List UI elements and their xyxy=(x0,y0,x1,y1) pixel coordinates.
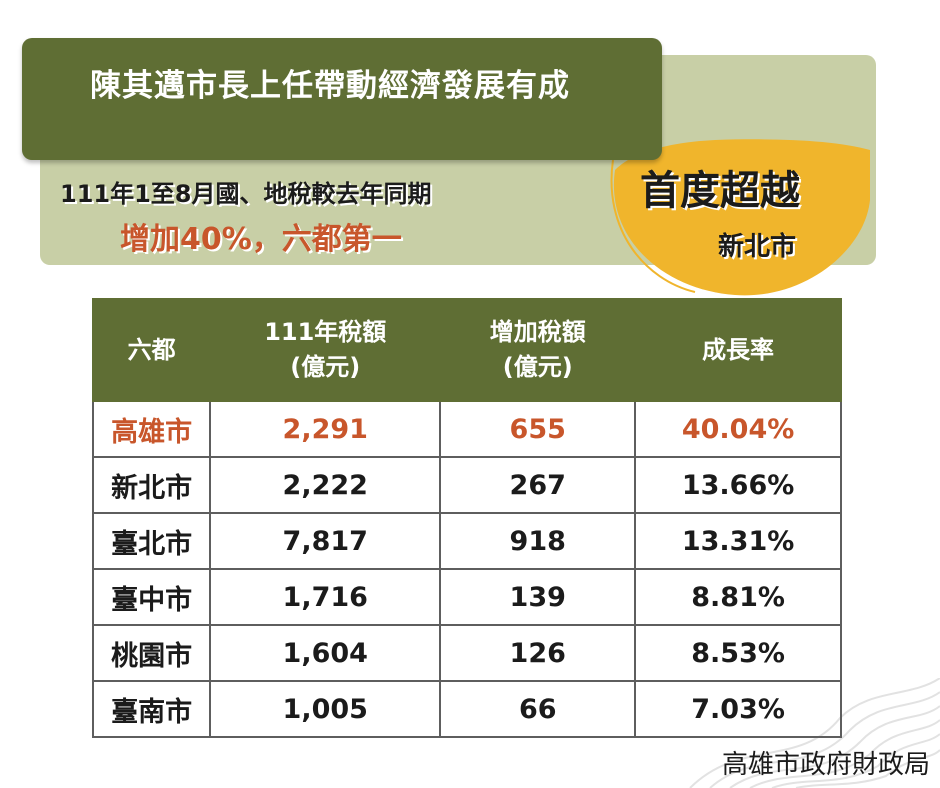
cell-increase: 126 xyxy=(439,624,637,682)
header-rate: 成長率 xyxy=(634,298,842,402)
cell-rate: 8.81% xyxy=(634,568,842,626)
header-tax: 111年稅額 (億元) xyxy=(209,298,442,402)
cell-city: 桃園市 xyxy=(91,624,212,682)
highlight-text: 增加40%，六都第一 xyxy=(120,222,402,257)
table-row: 臺中市 1,716 139 8.81% xyxy=(91,568,842,626)
page-title: 陳其邁市長上任帶動經濟發展有成 xyxy=(90,68,570,104)
table-row: 臺南市 1,005 66 7.03% xyxy=(91,680,842,738)
cell-tax: 2,222 xyxy=(209,456,442,514)
cell-rate: 40.04% xyxy=(634,400,842,458)
header-city: 六都 xyxy=(91,298,212,402)
cell-city: 臺中市 xyxy=(91,568,212,626)
cell-city: 新北市 xyxy=(91,456,212,514)
cell-tax: 1,604 xyxy=(209,624,442,682)
cell-tax: 2,291 xyxy=(209,400,442,458)
cell-tax: 1,716 xyxy=(209,568,442,626)
cell-increase: 655 xyxy=(439,400,637,458)
cell-tax: 7,817 xyxy=(209,512,442,570)
badge-sub-text: 新北市 xyxy=(718,232,797,262)
cell-city: 臺南市 xyxy=(91,680,212,738)
cell-increase: 918 xyxy=(439,512,637,570)
cell-rate: 13.31% xyxy=(634,512,842,570)
cell-rate: 8.53% xyxy=(634,624,842,682)
cell-city: 臺北市 xyxy=(91,512,212,570)
table-row: 桃園市 1,604 126 8.53% xyxy=(91,624,842,682)
cell-increase: 66 xyxy=(439,680,637,738)
wave-decoration xyxy=(689,678,940,788)
table-row: 臺北市 7,817 918 13.31% xyxy=(91,512,842,570)
table-row: 新北市 2,222 267 13.66% xyxy=(91,456,842,514)
source-credit: 高雄市政府財政局 xyxy=(721,750,930,780)
cell-rate: 7.03% xyxy=(634,680,842,738)
table-row: 高雄市 2,291 655 40.04% xyxy=(91,400,842,458)
cell-increase: 267 xyxy=(439,456,637,514)
cell-city: 高雄市 xyxy=(91,400,212,458)
title-banner xyxy=(22,38,662,160)
tax-table: 六都 111年稅額 (億元) 增加稅額 (億元) 成長率 高雄市 2,291 6… xyxy=(91,298,842,738)
table-header-row: 六都 111年稅額 (億元) 增加稅額 (億元) 成長率 xyxy=(91,298,842,402)
cell-tax: 1,005 xyxy=(209,680,442,738)
cell-increase: 139 xyxy=(439,568,637,626)
subtitle: 111年1至8月國、地稅較去年同期 xyxy=(60,180,432,208)
header-increase: 增加稅額 (億元) xyxy=(439,298,637,402)
cell-rate: 13.66% xyxy=(634,456,842,514)
badge-main-text: 首度超越 xyxy=(640,168,800,214)
